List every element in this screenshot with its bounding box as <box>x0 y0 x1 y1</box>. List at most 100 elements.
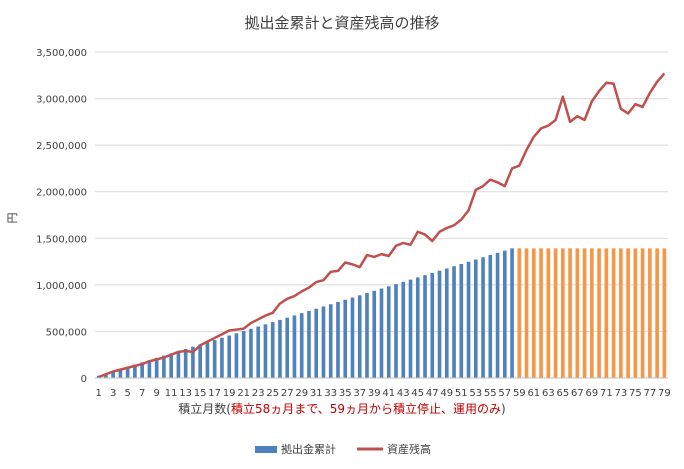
contribution-bar <box>125 366 130 378</box>
contribution-bar <box>524 248 529 378</box>
x-tick-label: 75 <box>629 388 642 399</box>
contribution-bar <box>510 248 514 378</box>
contribution-bar <box>662 248 667 378</box>
contribution-bar <box>466 261 471 378</box>
y-axis-label: 円 <box>6 213 19 224</box>
x-tick-label: 49 <box>440 388 453 399</box>
contribution-bar <box>147 360 152 378</box>
contribution-bar <box>183 348 188 378</box>
x-tick-label: 23 <box>252 388 265 399</box>
x-tick-label: 65 <box>556 388 569 399</box>
x-tick-label: 31 <box>310 388 323 399</box>
x-tick-label: 73 <box>614 388 627 399</box>
x-tick-label: 35 <box>339 388 352 399</box>
contribution-bar <box>437 270 442 378</box>
x-tick-label: 25 <box>266 388 279 399</box>
x-tick-label: 67 <box>571 388 584 399</box>
contribution-bar <box>502 250 507 378</box>
contribution-bar <box>365 293 369 378</box>
contribution-bar <box>640 248 645 378</box>
contribution-bar <box>307 310 311 378</box>
contribution-bar <box>495 252 500 378</box>
contribution-bar <box>379 288 384 378</box>
chart-title: 拠出金累計と資産残高の推移 <box>244 14 439 32</box>
contribution-bars <box>96 248 667 378</box>
legend-label-contribution: 拠出金累計 <box>281 442 336 456</box>
contribution-bar <box>611 248 616 378</box>
contribution-bar <box>278 319 282 378</box>
contribution-bar <box>459 263 464 378</box>
contribution-bar <box>415 277 420 378</box>
contribution-bar <box>191 346 195 378</box>
x-tick-label: 19 <box>223 388 236 399</box>
contribution-bar <box>394 284 398 378</box>
contribution-bar <box>270 322 275 378</box>
x-tick-label: 13 <box>179 388 192 399</box>
contribution-bar <box>582 248 587 378</box>
contribution-bar <box>568 248 572 378</box>
contribution-bar <box>539 248 543 378</box>
contribution-bar <box>256 326 261 378</box>
y-tick-label: 0 <box>81 374 87 385</box>
contribution-bar <box>169 353 173 378</box>
contribution-bar <box>227 335 231 378</box>
y-tick-label: 3,000,000 <box>36 95 87 106</box>
contribution-bar <box>314 308 319 378</box>
contribution-bar <box>343 299 348 378</box>
y-tick-label: 500,000 <box>46 327 87 338</box>
contribution-bar <box>198 344 202 378</box>
y-tick-labels: 0 500,000 1,000,000 1,500,000 2,000,000 2,500… <box>36 48 87 385</box>
contribution-bar <box>162 355 166 378</box>
x-tick-label: 33 <box>324 388 337 399</box>
x-tick-label: 69 <box>585 388 598 399</box>
contribution-bar <box>285 317 290 378</box>
contribution-bar <box>423 275 427 378</box>
contribution-bar <box>452 266 456 378</box>
x-tick-label: 53 <box>469 388 482 399</box>
contribution-bar <box>626 248 630 378</box>
x-axis-label-prefix: 積立月数( <box>178 401 231 416</box>
x-tick-label: 51 <box>455 388 468 399</box>
contribution-bar <box>220 337 224 378</box>
contribution-bar <box>408 279 413 378</box>
contribution-bar <box>133 364 137 378</box>
contribution-bar <box>444 268 449 378</box>
x-tick-label: 15 <box>194 388 207 399</box>
x-axis-label: 積立月数(積立58ヵ月まで、59ヵ月から積立停止、運用のみ) <box>178 401 505 416</box>
x-tick-label: 5 <box>124 388 130 399</box>
contribution-bar <box>590 248 594 378</box>
x-tick-label: 61 <box>527 388 540 399</box>
contribution-bar <box>619 248 623 378</box>
x-tick-label: 79 <box>658 388 671 399</box>
contribution-bar <box>648 248 652 378</box>
contribution-bar <box>517 248 522 378</box>
y-tick-label: 1,500,000 <box>36 234 87 245</box>
x-axis-label-suffix: ) <box>501 402 506 416</box>
contribution-bar <box>104 373 108 378</box>
x-tick-label: 29 <box>295 388 308 399</box>
x-tick-label: 1 <box>95 388 101 399</box>
legend: 拠出金累計 資産残高 <box>255 442 431 456</box>
legend-swatch-contribution <box>255 446 277 453</box>
x-tick-label: 41 <box>382 388 395 399</box>
contribution-bar <box>234 333 239 378</box>
contribution-bar <box>561 248 565 378</box>
contribution-bar <box>655 248 659 378</box>
x-tick-label: 9 <box>153 388 159 399</box>
contribution-bar <box>481 257 485 378</box>
contribution-bar <box>633 248 638 378</box>
contribution-bar <box>263 324 268 378</box>
contribution-bar <box>386 286 391 378</box>
x-tick-label: 57 <box>498 388 511 399</box>
contribution-bar <box>299 313 304 378</box>
contribution-bar <box>118 369 123 378</box>
contribution-bar <box>430 272 435 378</box>
contribution-bar <box>532 248 536 378</box>
x-tick-label: 21 <box>237 388 250 399</box>
x-tick-label: 27 <box>281 388 294 399</box>
x-tick-label: 7 <box>139 388 145 399</box>
contribution-bar <box>176 351 181 378</box>
